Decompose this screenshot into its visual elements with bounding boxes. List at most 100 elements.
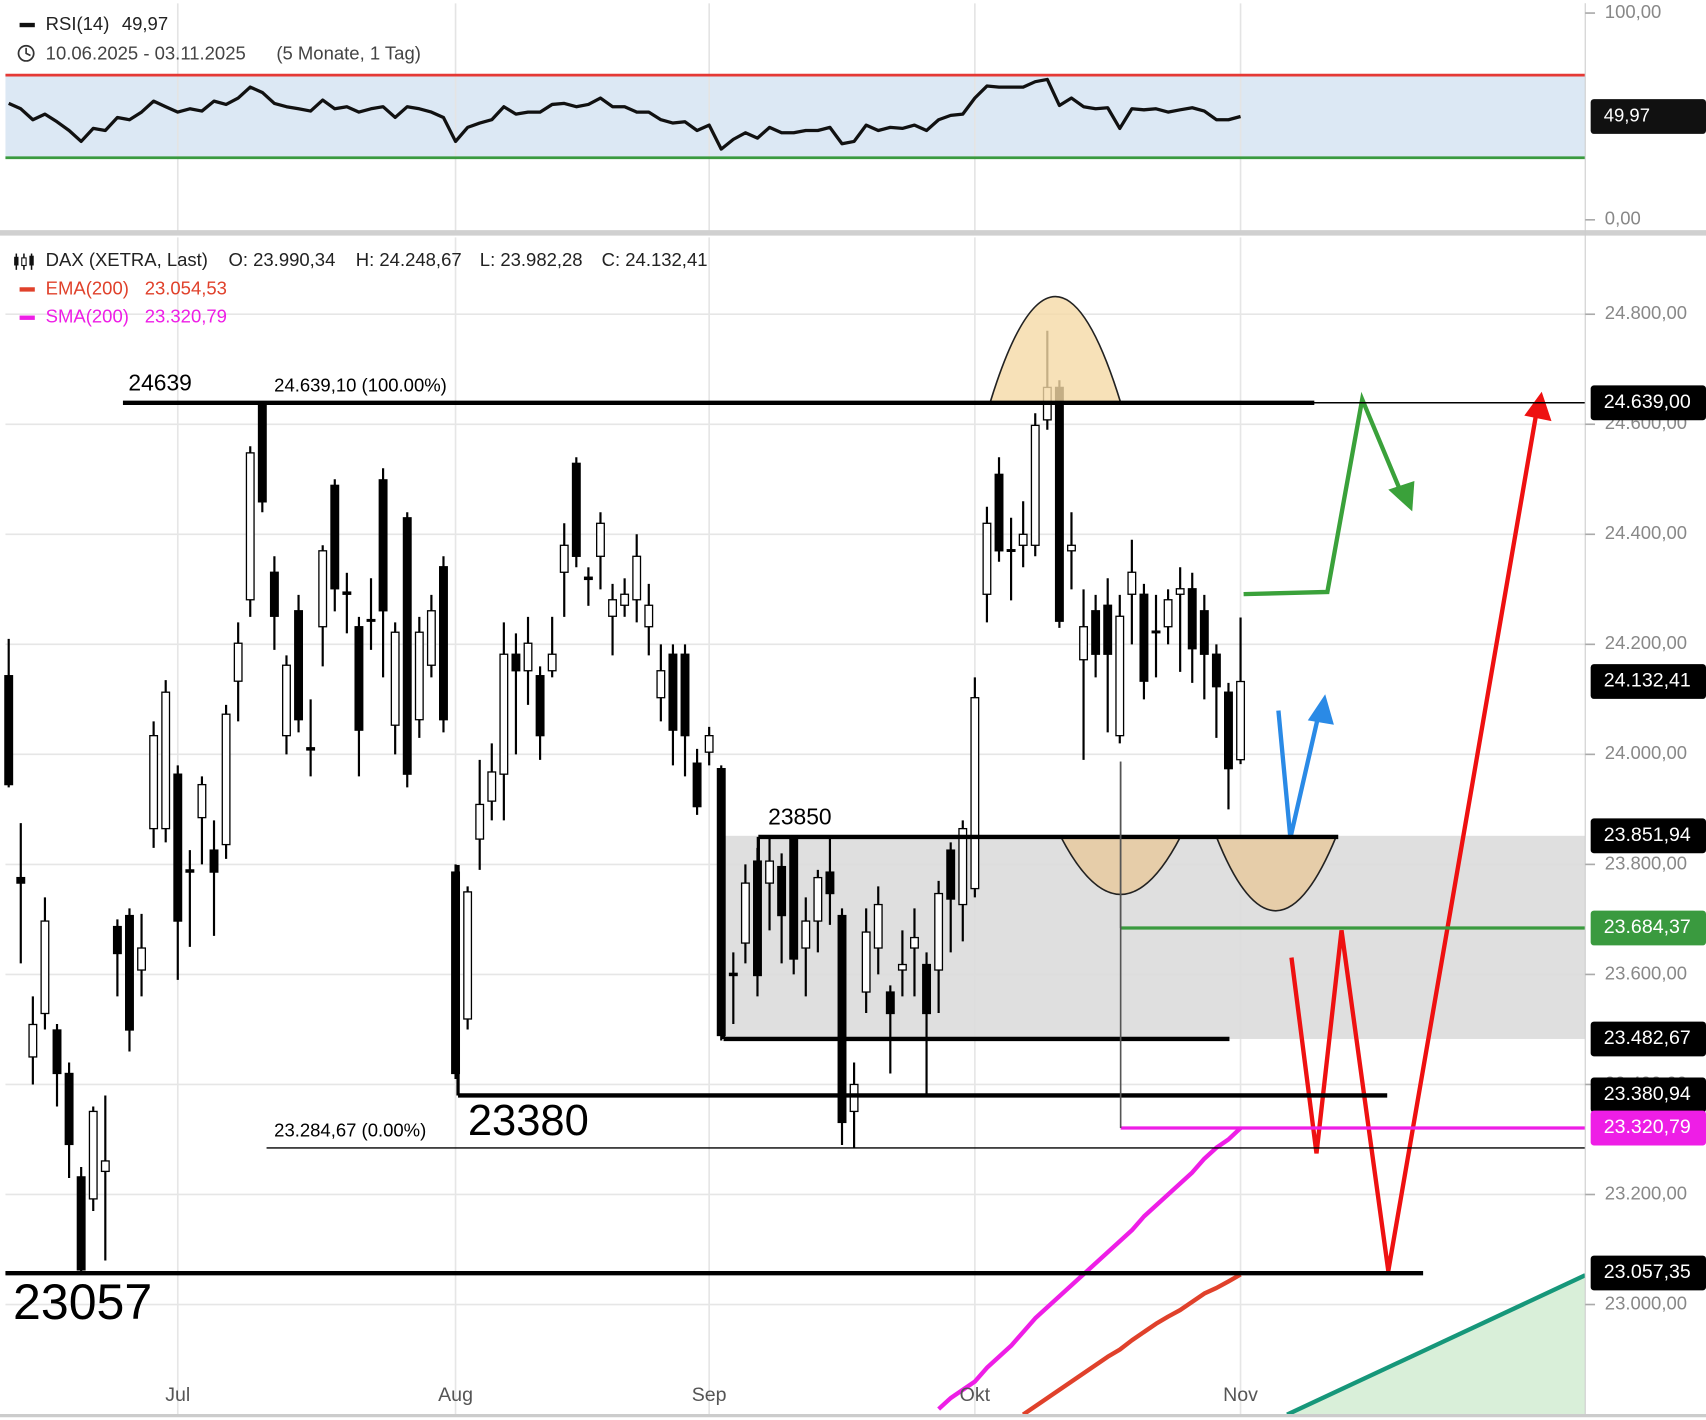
candle-body — [753, 860, 762, 977]
candle-body — [1224, 691, 1233, 770]
candle-body — [282, 664, 291, 737]
price-tag — [1590, 1021, 1706, 1057]
candle-body — [523, 642, 533, 672]
candle-body — [1079, 626, 1089, 661]
candle-body — [849, 1083, 859, 1113]
band-fill — [5, 75, 1586, 158]
candle-body — [233, 642, 243, 682]
candle-body — [897, 963, 907, 971]
candle-body — [511, 653, 521, 672]
x-tick-label: Aug — [438, 1384, 473, 1406]
candle-body — [366, 618, 376, 622]
candle-body — [958, 827, 968, 906]
candle-body — [777, 865, 787, 917]
price-tag-label: 23.851,94 — [1604, 824, 1691, 846]
candle-body — [1175, 588, 1185, 595]
candle-body — [583, 576, 593, 581]
candle-body — [1030, 424, 1040, 546]
candle-body — [354, 626, 364, 731]
candle-body — [608, 599, 618, 617]
ohlc-label: C: 24.132,41 — [602, 249, 708, 270]
candle-body — [765, 860, 775, 884]
candle-body — [64, 1072, 74, 1146]
level-label: 24.639,10 (100.00%) — [274, 374, 447, 395]
price-tag-label: 24.639,00 — [1604, 391, 1691, 413]
candle-body — [294, 610, 304, 721]
candle-body — [378, 479, 388, 612]
level-label: 24639 — [128, 369, 191, 395]
candle-body — [801, 920, 811, 949]
candle-body — [390, 631, 400, 726]
candle-body — [209, 849, 219, 873]
y-tick-label: 0,00 — [1605, 208, 1641, 229]
candle-body — [1236, 680, 1246, 761]
x-tick-label: Sep — [692, 1384, 727, 1406]
legend-name: EMA(200) — [46, 277, 129, 298]
legend-value: 23.320,79 — [145, 306, 227, 327]
candle-icon — [14, 253, 34, 270]
candle-body — [185, 869, 195, 873]
price-tag-label: 23.684,37 — [1604, 916, 1691, 938]
candle-body — [1006, 549, 1016, 552]
candle-body — [1163, 599, 1173, 628]
y-tick-label: 23.600,00 — [1605, 962, 1687, 983]
candle-body — [789, 838, 799, 960]
level-label: 23380 — [468, 1097, 589, 1145]
icon-part — [29, 255, 34, 266]
candle-body — [680, 653, 690, 737]
y-tick-label: 23.800,00 — [1605, 852, 1687, 873]
candle-body — [161, 691, 171, 830]
candle-body — [112, 925, 122, 955]
candle-body — [1187, 588, 1197, 650]
ohlc-label: H: 24.248,67 — [356, 249, 462, 270]
candle-body — [306, 747, 316, 751]
candle-body — [1067, 544, 1076, 552]
candle-body — [1151, 630, 1161, 634]
candle-body — [922, 963, 932, 1015]
candle-body — [668, 653, 678, 731]
candle-body — [76, 1176, 86, 1271]
y-tick-label: 24.200,00 — [1605, 632, 1687, 653]
rsi-line — [8, 77, 1241, 151]
clock-icon — [17, 44, 35, 62]
legend-icon — [19, 287, 35, 292]
arc-bottom — [1215, 835, 1338, 912]
candle-body — [813, 876, 823, 922]
price-tag — [1590, 385, 1706, 421]
candle-body — [330, 484, 340, 590]
y-tick-label: 24.800,00 — [1605, 302, 1687, 323]
icon-part — [14, 256, 19, 266]
candle-body — [1199, 610, 1209, 655]
legend-icon — [19, 22, 35, 28]
price-tag-label: 23.320,79 — [1604, 1116, 1691, 1138]
candle-body — [837, 914, 847, 1124]
candle-body — [547, 653, 557, 672]
candle-body — [4, 675, 14, 786]
x-tick-label: Nov — [1223, 1384, 1258, 1406]
candle-body — [28, 1023, 38, 1058]
y-tick-label: 24.000,00 — [1605, 742, 1687, 763]
candle-body — [475, 803, 485, 840]
rsi-plot — [5, 3, 1586, 231]
y-tick-label: 23.000,00 — [1605, 1292, 1687, 1313]
candle-body — [414, 631, 424, 721]
ma-line — [1021, 1272, 1242, 1415]
candle-body — [632, 555, 642, 601]
candle-body — [1091, 610, 1101, 655]
candle-body — [644, 604, 654, 628]
candle-body — [1115, 615, 1125, 737]
candle-body — [88, 1110, 98, 1200]
candle-body — [269, 571, 279, 617]
price-tag — [1590, 664, 1706, 699]
candle-body — [439, 566, 448, 721]
candle-body — [463, 891, 473, 1020]
candle-body — [885, 991, 895, 1015]
candle-body — [318, 550, 328, 628]
level-label: 23057 — [13, 1274, 152, 1330]
price-tag — [1590, 1255, 1706, 1291]
candle-body — [535, 675, 545, 737]
candle-body — [1211, 653, 1221, 688]
price-tag — [1590, 1077, 1706, 1113]
